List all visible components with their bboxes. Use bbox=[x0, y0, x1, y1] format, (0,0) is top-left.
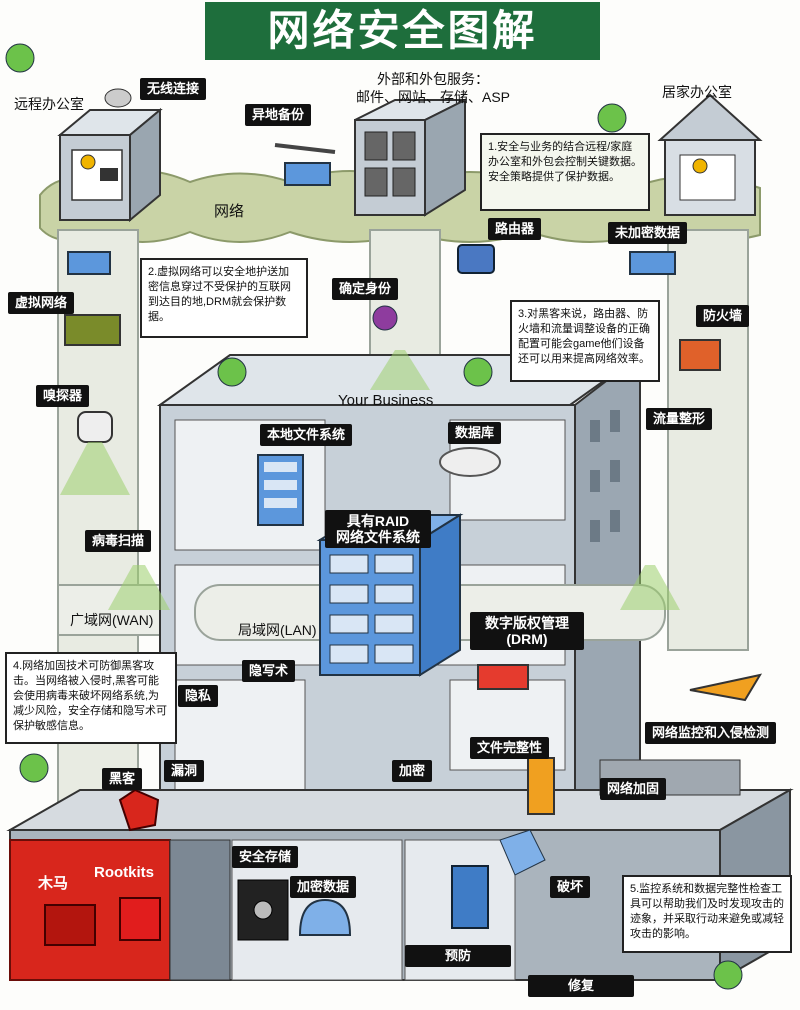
destruction-label: 破坏 bbox=[550, 876, 591, 898]
firewall-label: 防火墙 bbox=[696, 305, 750, 327]
prevention-cabinet bbox=[451, 865, 489, 929]
repair-label: 修复 bbox=[528, 975, 634, 997]
virtual-network-tank bbox=[64, 314, 121, 346]
drm-label: 数字版权管理 (DRM) bbox=[470, 612, 584, 650]
encrypted-dome bbox=[298, 898, 352, 936]
note-1: 1.安全与业务的结合远程/家庭办公室和外包会控制关键数据。安全策略提供了保护数据… bbox=[480, 133, 650, 211]
right-pipe bbox=[667, 229, 749, 651]
sniffer-beam bbox=[60, 442, 130, 495]
page-title: 网络安全图解 bbox=[205, 2, 600, 60]
database-cylinder bbox=[439, 447, 501, 477]
prevention-label: 预防 bbox=[405, 945, 511, 967]
mascot-mid2 bbox=[463, 357, 493, 387]
home-office-building bbox=[657, 93, 763, 216]
note-3: 3.对黑客来说，路由器、防火墙和流量调整设备的正确配置可能会game他们设备还可… bbox=[510, 300, 660, 382]
virtual-network-label: 虚拟网络 bbox=[8, 292, 75, 314]
firewall-robot bbox=[679, 339, 721, 371]
steganography-label: 隐写术 bbox=[242, 660, 296, 682]
traffic-beam bbox=[620, 565, 680, 610]
unencrypted-data-label: 未加密数据 bbox=[608, 222, 688, 244]
privacy-label: 隐私 bbox=[178, 685, 219, 707]
helicopter-rotor bbox=[274, 143, 336, 154]
vulnerability-label: 漏洞 bbox=[164, 760, 205, 782]
ids-plane bbox=[689, 673, 763, 702]
remote-office-label: 远程办公室 bbox=[14, 96, 84, 112]
virtual-network-device bbox=[67, 251, 111, 275]
hardening-label: 网络加固 bbox=[600, 778, 667, 800]
hacker-figure bbox=[118, 788, 160, 832]
virus-scan-label: 病毒扫描 bbox=[85, 530, 152, 552]
mascot-top bbox=[597, 103, 627, 133]
authentication-label: 确定身份 bbox=[332, 278, 399, 300]
raid-nas-label: 具有RAID 网络文件系统 bbox=[325, 510, 431, 548]
database-label: 数据库 bbox=[448, 422, 502, 444]
offsite-backup-label: 异地备份 bbox=[245, 104, 312, 126]
your-business-label: Your Business bbox=[338, 392, 434, 409]
mascot-bottomright bbox=[713, 960, 743, 990]
secure-storage-label: 安全存储 bbox=[232, 846, 299, 868]
mascot-topleft bbox=[5, 43, 35, 73]
note-2: 2.虚拟网络可以安全地护送加密信息穿过不受保护的互联网到达目的地,DRM就会保护… bbox=[140, 258, 308, 338]
sniffer-label: 嗅探器 bbox=[36, 385, 90, 407]
note-5: 5.监控系统和数据完整性检查工具可以帮助我们及时发现攻击的迹象，并采取行动来避免… bbox=[622, 875, 792, 953]
offsite-backup-device bbox=[284, 162, 331, 186]
satellite-dish bbox=[104, 88, 132, 108]
auth-beam bbox=[370, 350, 430, 390]
remote-office-building bbox=[57, 107, 163, 223]
brick-wall bbox=[169, 839, 231, 981]
auth-figure bbox=[372, 305, 398, 331]
wireless-label: 无线连接 bbox=[140, 78, 207, 100]
local-file-system-label: 本地文件系统 bbox=[260, 424, 353, 446]
drm-device bbox=[477, 664, 529, 690]
rootkit-robot bbox=[119, 897, 161, 941]
file-integrity-label: 文件完整性 bbox=[470, 737, 550, 759]
router-device bbox=[457, 244, 495, 274]
network-label: 网络 bbox=[214, 203, 245, 220]
sniffer-device bbox=[77, 411, 113, 443]
safe-dial bbox=[253, 900, 273, 920]
trojan-label: 木马 bbox=[38, 875, 69, 892]
rootkits-label: Rootkits bbox=[94, 864, 154, 881]
datacenter-building bbox=[354, 98, 466, 217]
trojan-box bbox=[44, 904, 96, 946]
destruction-shards bbox=[499, 829, 546, 876]
router-label: 路由器 bbox=[488, 218, 542, 240]
home-office-label: 居家办公室 bbox=[662, 84, 732, 100]
lan-label: 局域网(LAN) bbox=[238, 622, 317, 638]
traffic-shaping-label: 流量整形 bbox=[646, 408, 713, 430]
virus-scan-beam bbox=[108, 565, 170, 610]
ids-label: 网络监控和入侵检测 bbox=[645, 722, 777, 744]
hacker-label: 黑客 bbox=[102, 768, 143, 790]
outsourced-services-label: 外部和外包服务： 邮件、网站、存储、ASP bbox=[355, 71, 510, 105]
encryption-label: 加密 bbox=[392, 760, 433, 782]
unencrypted-data-device bbox=[629, 251, 676, 275]
file-integrity-tower bbox=[527, 757, 555, 815]
wan-label: 广域网(WAN) bbox=[70, 612, 154, 628]
mascot-mid bbox=[217, 357, 247, 387]
local-file-server bbox=[257, 454, 304, 526]
note-4: 4.网络加固技术可防御黑客攻击。当网络被入侵时,黑客可能会使用病毒来破坏网络系统… bbox=[5, 652, 177, 744]
encrypted-data-label: 加密数据 bbox=[290, 876, 357, 898]
mascot-left bbox=[19, 753, 49, 783]
